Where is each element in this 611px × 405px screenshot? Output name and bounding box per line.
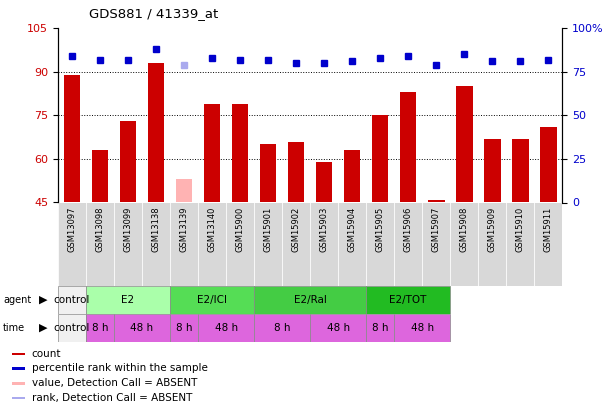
Bar: [198, 314, 254, 342]
Bar: [366, 314, 394, 342]
Bar: [198, 202, 226, 286]
Bar: [288, 141, 304, 202]
Text: GSM15910: GSM15910: [516, 207, 525, 252]
Text: E2/Ral: E2/Ral: [294, 295, 326, 305]
Bar: [86, 202, 114, 286]
Text: 8 h: 8 h: [176, 323, 192, 333]
Text: 48 h: 48 h: [131, 323, 153, 333]
Text: rank, Detection Call = ABSENT: rank, Detection Call = ABSENT: [32, 393, 192, 403]
Text: GSM15905: GSM15905: [376, 207, 384, 252]
Text: ▶: ▶: [38, 295, 47, 305]
Bar: [310, 202, 338, 286]
Text: value, Detection Call = ABSENT: value, Detection Call = ABSENT: [32, 378, 197, 388]
Bar: [394, 314, 450, 342]
Text: GSM15902: GSM15902: [291, 207, 301, 252]
Bar: [254, 202, 282, 286]
Bar: [226, 202, 254, 286]
Bar: [176, 179, 192, 202]
Bar: [394, 202, 422, 286]
Bar: [260, 145, 276, 202]
Bar: [540, 127, 557, 202]
Text: GSM13097: GSM13097: [68, 207, 76, 252]
Bar: [400, 92, 417, 202]
Bar: [343, 150, 360, 202]
Bar: [310, 314, 366, 342]
Bar: [254, 286, 366, 314]
Bar: [120, 121, 136, 202]
Bar: [12, 382, 25, 385]
Text: GDS881 / 41339_at: GDS881 / 41339_at: [89, 7, 218, 20]
Bar: [282, 202, 310, 286]
Text: GSM13138: GSM13138: [152, 207, 161, 252]
Text: time: time: [3, 323, 25, 333]
Bar: [316, 162, 332, 202]
Bar: [456, 86, 472, 202]
Bar: [366, 286, 450, 314]
Text: GSM15903: GSM15903: [320, 207, 329, 252]
Bar: [506, 202, 534, 286]
Bar: [64, 75, 81, 202]
Text: 48 h: 48 h: [326, 323, 349, 333]
Text: 8 h: 8 h: [92, 323, 108, 333]
Bar: [148, 63, 164, 202]
Text: 8 h: 8 h: [372, 323, 389, 333]
Text: GSM15901: GSM15901: [263, 207, 273, 252]
Bar: [170, 286, 254, 314]
Bar: [86, 314, 114, 342]
Text: GSM15911: GSM15911: [544, 207, 552, 252]
Text: E2/ICI: E2/ICI: [197, 295, 227, 305]
Bar: [86, 286, 170, 314]
Bar: [58, 202, 86, 286]
Bar: [12, 353, 25, 355]
Bar: [428, 200, 444, 202]
Bar: [114, 314, 170, 342]
Text: count: count: [32, 349, 61, 358]
Text: 8 h: 8 h: [274, 323, 290, 333]
Text: E2: E2: [122, 295, 134, 305]
Text: 48 h: 48 h: [411, 323, 434, 333]
Bar: [170, 202, 198, 286]
Text: GSM13098: GSM13098: [95, 207, 104, 252]
Text: GSM15908: GSM15908: [459, 207, 469, 252]
Bar: [232, 104, 249, 202]
Bar: [534, 202, 562, 286]
Bar: [422, 202, 450, 286]
Bar: [484, 139, 500, 202]
Text: GSM13099: GSM13099: [123, 207, 133, 252]
Bar: [58, 314, 86, 342]
Text: GSM15900: GSM15900: [236, 207, 244, 252]
Bar: [511, 139, 529, 202]
Text: GSM15907: GSM15907: [431, 207, 441, 252]
Bar: [58, 286, 86, 314]
Text: agent: agent: [3, 295, 31, 305]
Text: ▶: ▶: [38, 323, 47, 333]
Bar: [142, 202, 170, 286]
Bar: [203, 104, 221, 202]
Text: percentile rank within the sample: percentile rank within the sample: [32, 363, 208, 373]
Bar: [478, 202, 506, 286]
Text: GSM13139: GSM13139: [180, 207, 189, 252]
Bar: [338, 202, 366, 286]
Bar: [254, 314, 310, 342]
Text: GSM13140: GSM13140: [208, 207, 216, 252]
Bar: [12, 396, 25, 399]
Text: control: control: [54, 323, 90, 333]
Bar: [12, 367, 25, 370]
Bar: [450, 202, 478, 286]
Bar: [92, 150, 109, 202]
Text: 48 h: 48 h: [214, 323, 238, 333]
Text: GSM15904: GSM15904: [348, 207, 357, 252]
Bar: [366, 202, 394, 286]
Bar: [170, 314, 198, 342]
Text: control: control: [54, 295, 90, 305]
Bar: [371, 115, 389, 202]
Text: E2/TOT: E2/TOT: [389, 295, 427, 305]
Bar: [114, 202, 142, 286]
Text: GSM15909: GSM15909: [488, 207, 497, 252]
Text: GSM15906: GSM15906: [404, 207, 412, 252]
